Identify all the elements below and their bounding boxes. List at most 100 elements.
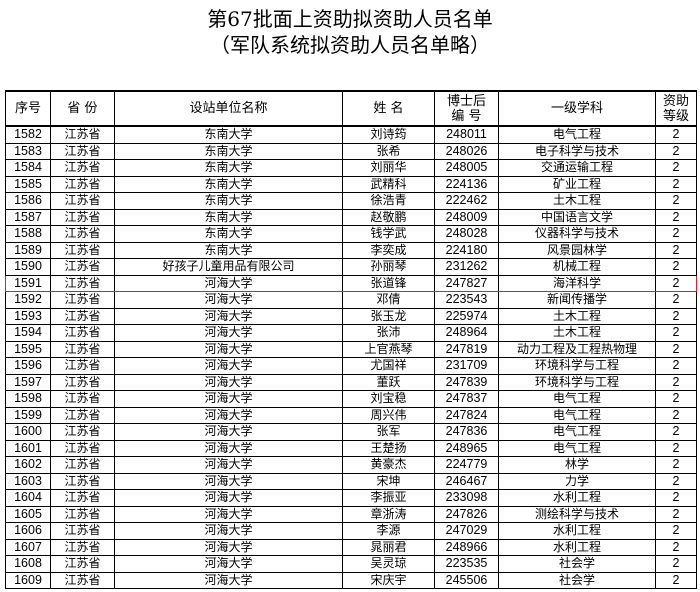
cell-discipline: 林学 [498, 456, 656, 474]
table-row: 1593 江苏省 河海大学 张玉龙 225974 土木工程 2 [5, 307, 697, 325]
cell-institution: 河海大学 [114, 489, 343, 507]
table-row: 1594 江苏省 河海大学 张沛 248964 土木工程 2 [5, 324, 697, 342]
cell-discipline: 海洋科学 [498, 274, 656, 292]
cell-institution: 河海大学 [114, 472, 343, 490]
cell-institution: 河海大学 [114, 307, 343, 325]
cell-grade: 2 [655, 505, 697, 523]
cell-grade: 2 [655, 208, 697, 226]
cell-province: 江苏省 [50, 274, 115, 292]
cell-grade: 2 [655, 472, 697, 490]
header-name: 姓 名 [342, 90, 435, 127]
cell-province: 江苏省 [50, 390, 115, 408]
cell-province: 江苏省 [50, 159, 115, 177]
cell-seq: 1600 [5, 423, 51, 441]
cell-name: 李奕成 [342, 241, 435, 259]
cell-name: 章浙涛 [342, 505, 435, 523]
cell-seq: 1602 [5, 456, 51, 474]
cell-grade: 2 [655, 241, 697, 259]
cell-province: 江苏省 [50, 324, 115, 342]
table-row: 1584 江苏省 东南大学 刘丽华 248005 交通运输工程 2 [5, 159, 697, 177]
cell-institution: 河海大学 [114, 406, 343, 424]
cell-seq: 1603 [5, 472, 51, 490]
cell-institution: 东南大学 [114, 225, 343, 243]
cell-discipline: 交通运输工程 [498, 159, 656, 177]
cell-institution: 河海大学 [114, 340, 343, 358]
cell-institution: 河海大学 [114, 538, 343, 556]
cell-postdoc-id: 233098 [434, 489, 499, 507]
document-subtitle: （军队系统拟资助人员名单略） [210, 33, 490, 57]
cell-postdoc-id: 224180 [434, 241, 499, 259]
cell-province: 江苏省 [50, 406, 115, 424]
cell-institution: 东南大学 [114, 241, 343, 259]
cell-discipline: 电子科学与技术 [498, 142, 656, 160]
cell-seq: 1591 [5, 274, 51, 292]
cell-grade: 2 [655, 489, 697, 507]
cell-grade: 2 [655, 406, 697, 424]
cell-grade: 2 [655, 125, 697, 144]
table-row: 1607 江苏省 河海大学 晁丽君 248966 水利工程 2 [5, 538, 697, 556]
cell-name: 张玉龙 [342, 307, 435, 325]
cell-province: 江苏省 [50, 472, 115, 490]
cell-grade: 2 [655, 192, 697, 210]
cell-institution: 河海大学 [114, 423, 343, 441]
header-discipline: 一级学科 [498, 90, 656, 127]
cell-discipline: 土木工程 [498, 307, 656, 325]
cell-name: 武精科 [342, 175, 435, 193]
cell-postdoc-id: 248028 [434, 225, 499, 243]
cell-discipline: 水利工程 [498, 538, 656, 556]
cell-grade: 2 [655, 571, 697, 589]
cell-postdoc-id: 223543 [434, 291, 499, 309]
cell-postdoc-id: 247826 [434, 505, 499, 523]
table-row: 1598 江苏省 河海大学 刘宝稳 247837 电气工程 2 [5, 390, 697, 408]
cell-postdoc-id: 222462 [434, 192, 499, 210]
cell-name: 邓倩 [342, 291, 435, 309]
cell-province: 江苏省 [50, 307, 115, 325]
table-row: 1587 江苏省 东南大学 赵敬鹏 248009 中国语言文学 2 [5, 208, 697, 226]
cell-institution: 东南大学 [114, 175, 343, 193]
cell-grade: 2 [655, 225, 697, 243]
cell-postdoc-id: 247827 [434, 274, 499, 292]
cell-name: 宋坤 [342, 472, 435, 490]
table-row: 1595 江苏省 河海大学 上官燕琴 247819 动力工程及工程热物理 2 [5, 340, 697, 358]
cell-discipline: 电气工程 [498, 406, 656, 424]
table-row: 1606 江苏省 河海大学 李源 247029 水利工程 2 [5, 522, 697, 540]
cell-province: 江苏省 [50, 538, 115, 556]
cell-discipline: 环境科学与工程 [498, 357, 656, 375]
cell-postdoc-id: 248011 [434, 125, 499, 144]
cell-institution: 河海大学 [114, 505, 343, 523]
cell-seq: 1604 [5, 489, 51, 507]
cell-institution: 东南大学 [114, 159, 343, 177]
cell-seq: 1601 [5, 439, 51, 457]
cell-name: 孙丽琴 [342, 258, 435, 276]
document-title: 第67批面上资助拟资助人员名单 [207, 7, 493, 31]
cell-grade: 2 [655, 357, 697, 375]
table-row: 1600 江苏省 河海大学 张军 247836 电气工程 2 [5, 423, 697, 441]
cell-province: 江苏省 [50, 522, 115, 540]
cell-discipline: 环境科学与工程 [498, 373, 656, 391]
cell-province: 江苏省 [50, 439, 115, 457]
cell-name: 张沛 [342, 324, 435, 342]
table-header-row: 序号省 份设站单位名称姓 名博士后 编 号一级学科 资助 等级 [5, 90, 697, 127]
cell-postdoc-id: 247029 [434, 522, 499, 540]
cell-postdoc-id: 247837 [434, 390, 499, 408]
cell-name: 上官燕琴 [342, 340, 435, 358]
cell-province: 江苏省 [50, 142, 115, 160]
cell-grade: 2 [655, 291, 697, 309]
cell-grade: 2 [655, 340, 697, 358]
cell-postdoc-id: 247839 [434, 373, 499, 391]
cell-seq: 1599 [5, 406, 51, 424]
cell-postdoc-id: 248965 [434, 439, 499, 457]
cell-institution: 河海大学 [114, 456, 343, 474]
cell-name: 刘丽华 [342, 159, 435, 177]
cell-name: 晁丽君 [342, 538, 435, 556]
table-row: 1585 江苏省 东南大学 武精科 224136 矿业工程 2 [5, 175, 697, 193]
cell-seq: 1583 [5, 142, 51, 160]
cell-seq: 1607 [5, 538, 51, 556]
cell-postdoc-id: 231262 [434, 258, 499, 276]
table-row: 1591 江苏省 河海大学 张道锋 247827 海洋科学 2 [5, 274, 697, 292]
cell-province: 江苏省 [50, 192, 115, 210]
table-row: 1582 江苏省 东南大学 刘诗筠 248011 电气工程 2 [5, 125, 697, 144]
cell-institution: 河海大学 [114, 324, 343, 342]
cell-postdoc-id: 248026 [434, 142, 499, 160]
cell-seq: 1597 [5, 373, 51, 391]
